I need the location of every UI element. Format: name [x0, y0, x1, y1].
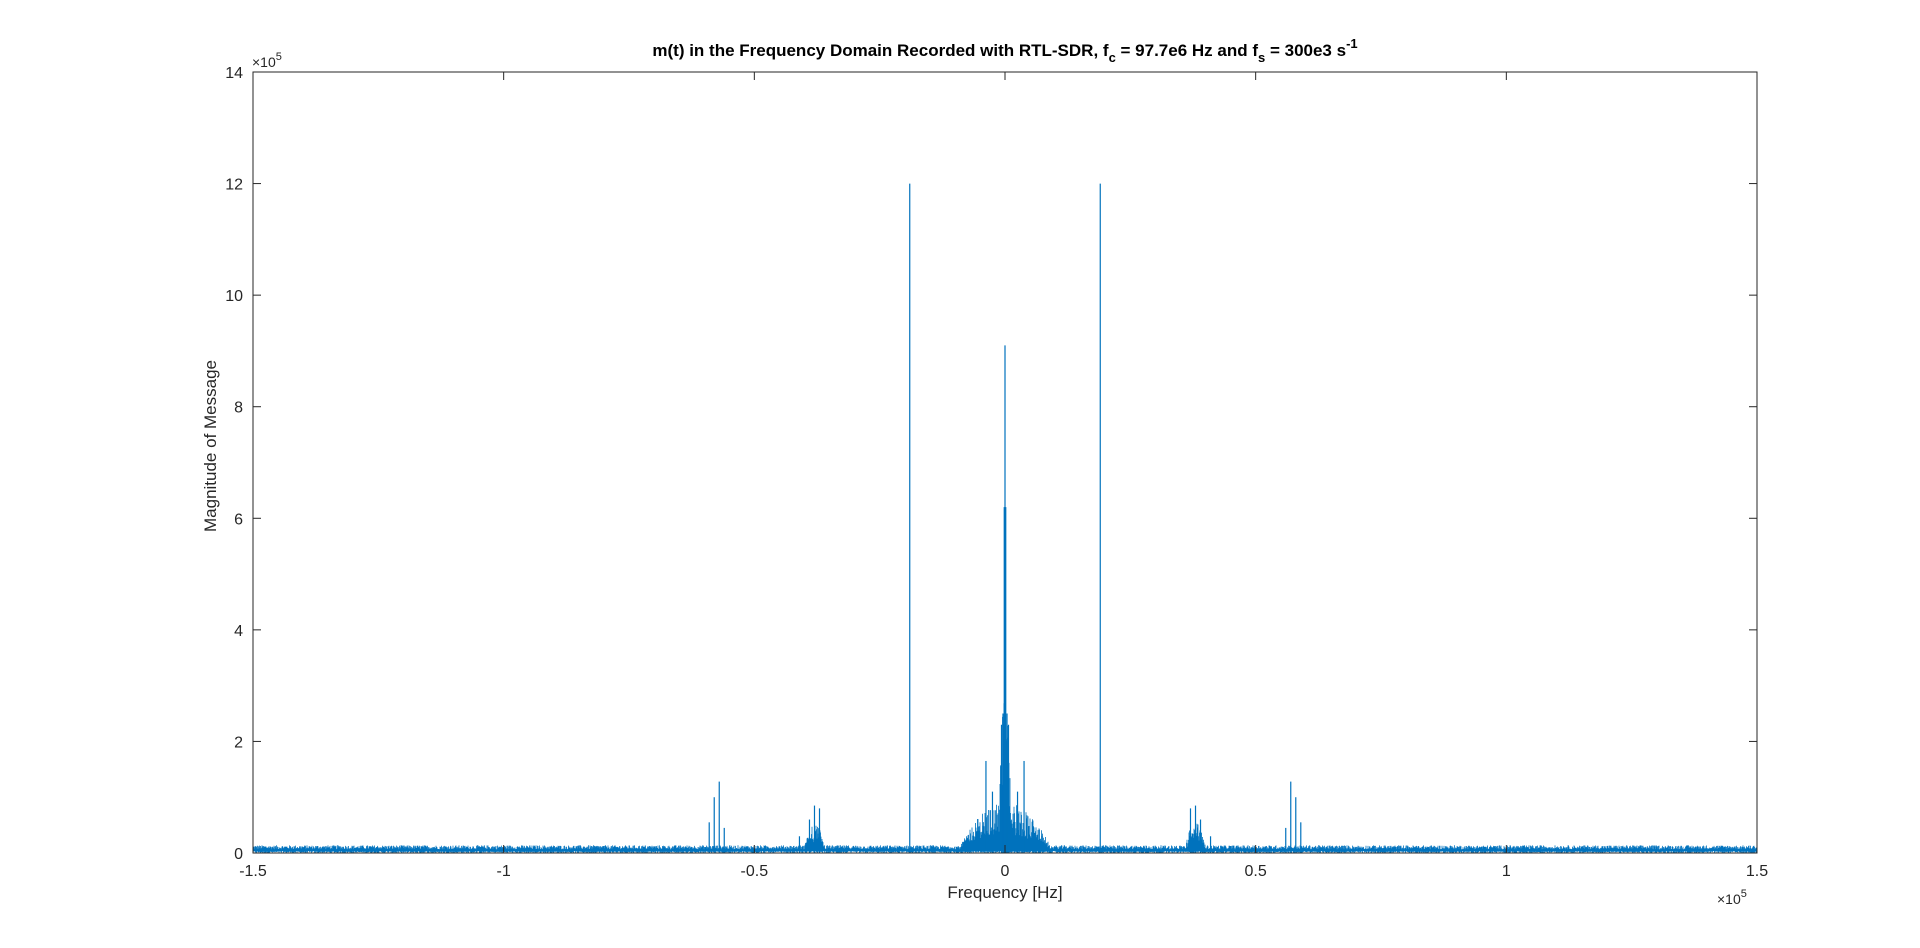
title-fc-subscript: c — [1109, 50, 1116, 65]
x-tick-label: 0.5 — [1245, 863, 1267, 880]
y-axis-label: Magnitude of Message — [201, 360, 220, 532]
y-tick-label: 12 — [225, 177, 243, 194]
x-tick-label: 1 — [1502, 863, 1511, 880]
x-axis-exponent: ×105 — [1717, 888, 1747, 907]
axes-box — [252, 71, 1758, 854]
title-fs-subscript: s — [1258, 50, 1265, 65]
x-tick-label: 1.5 — [1746, 863, 1768, 880]
y-tick-label: 14 — [225, 65, 243, 82]
chart-title: m(t) in the Frequency Domain Recorded wi… — [652, 36, 1357, 65]
y-tick-label: 6 — [234, 511, 243, 528]
title-superscript: -1 — [1346, 36, 1358, 51]
y-tick-label: 8 — [234, 400, 243, 417]
x-tick-label: -1 — [497, 863, 511, 880]
x-axis-label: Frequency [Hz] — [947, 883, 1062, 902]
x-tick-label: -0.5 — [741, 863, 769, 880]
y-tick-label: 0 — [234, 846, 243, 863]
y-tick-label: 4 — [234, 623, 243, 640]
y-axis-exponent: ×105 — [252, 51, 282, 70]
title-mid: = 97.7e6 Hz and f — [1116, 41, 1259, 60]
title-suffix: = 300e3 s — [1265, 41, 1346, 60]
title-prefix: m(t) in the Frequency Domain Recorded wi… — [652, 41, 1109, 60]
y-tick-label: 2 — [234, 734, 243, 751]
x-tick-label: -1.5 — [239, 863, 267, 880]
y-tick-label: 10 — [225, 288, 243, 305]
axis-tick-labels: -1.5 -1 -0.5 0 0.5 1 1.5 0 2 4 6 8 10 12 14 — [225, 65, 1768, 880]
x-tick-label: 0 — [1001, 863, 1010, 880]
